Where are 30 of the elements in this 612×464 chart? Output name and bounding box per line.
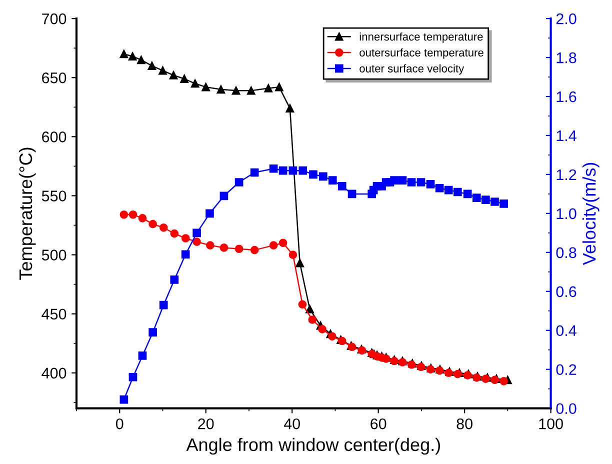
y-tick-label: 600 [42,132,66,142]
y-axis-title: Temperature(°C) [18,148,36,280]
y-tick-label: 550 [42,190,66,202]
y-tick-label: 700 [42,13,66,24]
y-tick-label: 400 [42,368,66,379]
y2-tick-label: 0.2 [556,364,576,376]
x-axis-title: Angle from window center(deg.) [186,438,440,455]
y-tick-label: 500 [42,250,66,260]
x-tick-label: 40 [284,418,300,430]
x-tick-label: 100 [539,418,563,430]
x-tick-label: 60 [370,418,386,430]
y2-tick-label: 1.4 [556,130,576,142]
y2-tick-label: 0.0 [556,403,576,414]
y2-tick-label: 1.2 [556,169,576,180]
y2-tick-label: 1.0 [556,208,576,220]
y2-tick-label: 0.8 [556,247,576,258]
legend-label: innersurface temperature [360,32,483,43]
y2-tick-label: 0.4 [556,325,576,336]
y2-tick-label: 2.0 [556,13,576,24]
legend-label: outersurface temperature [360,48,484,59]
y2-tick-label: 0.6 [556,286,576,298]
y-tick-label: 450 [42,308,66,320]
x-tick-label: 0 [116,418,124,430]
x-tick-label: 20 [198,418,214,430]
legend-label: outer surface velocity [360,64,464,75]
y2-tick-label: 1.6 [556,91,576,102]
y2-tick-label: 1.8 [556,52,576,64]
x-tick-label: 80 [456,418,472,430]
y-tick-label: 650 [42,72,66,84]
y2-axis-title: Velocity(m/s) [582,162,600,266]
